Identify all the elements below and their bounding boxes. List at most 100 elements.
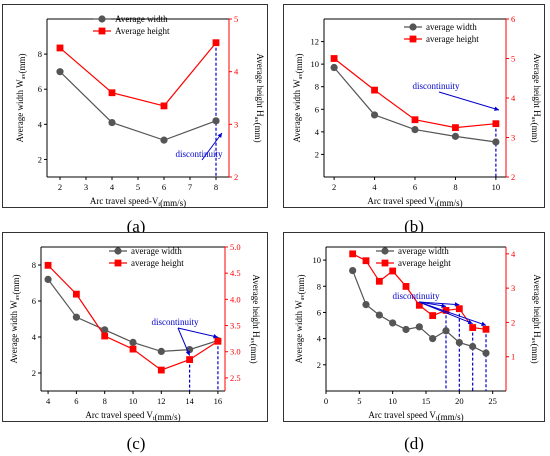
chart-panel-b: 2 4 6 8 10 2 4 6 8 10 12 2 3 4 5 6 Arc travel speed Vt(m… [283, 4, 545, 208]
y-right-tick-label: 5.0 [230, 242, 241, 252]
width-point [492, 138, 500, 146]
y-left-tick-label: 2 [315, 149, 319, 159]
discontinuity-arrow [438, 91, 500, 111]
discontinuity-arrow [418, 301, 487, 326]
width-point [370, 111, 379, 119]
y-left-axis-label: Average width Wav(mm) [292, 53, 304, 142]
chart-svg-c: 4 6 8 10 12 14 16 2 4 6 8 2.5 3.0 3.5 4.0 4.5 5.0 Arc tra… [9, 242, 261, 422]
y-left-tick-label: 8 [38, 49, 42, 59]
y-right-tick-label: 3 [511, 283, 515, 293]
discontinuity-arrowhead [185, 350, 190, 356]
legend-marker-circle [381, 247, 389, 255]
width-point [362, 301, 370, 309]
legend-label: average height [426, 34, 479, 44]
height-point [375, 277, 383, 285]
width-point [402, 325, 410, 334]
x-tick-label: 6 [74, 396, 78, 406]
y-right-tick-label: 6 [511, 14, 515, 24]
width-point [469, 342, 477, 351]
height-point [411, 116, 419, 124]
discontinuity-arrow [177, 327, 219, 338]
discontinuity-arrowhead [481, 321, 486, 326]
y-left-axis-label: Average width Wav(mm) [15, 53, 27, 142]
width-point [160, 136, 168, 144]
height-point [186, 356, 194, 363]
x-tick-label: 6 [162, 182, 166, 192]
y-left-tick-label: 10 [313, 255, 322, 265]
y-left-tick-label: 6 [317, 307, 321, 317]
height-point [429, 312, 437, 319]
width-point [389, 319, 397, 327]
x-tick-label: 5 [357, 396, 361, 406]
chart-svg-a: 2 3 4 5 6 7 8 2 4 6 8 2 3 4 5 Arc travel speed-Vt(mm/s)… [15, 14, 265, 208]
x-axis-label: Arc travel speed Vt(mm/s) [85, 410, 180, 422]
legend-marker-square [381, 259, 389, 267]
height-point [482, 325, 490, 333]
discontinuity-label: discontinuity [393, 291, 440, 301]
discontinuity-arrowhead [213, 334, 218, 339]
legend-marker-circle [409, 23, 417, 31]
height-point [415, 301, 423, 309]
panel-label-a: (a) [126, 217, 146, 236]
y-right-tick-label: 2.5 [230, 373, 241, 383]
width-series-line [59, 71, 217, 141]
width-point [375, 311, 383, 319]
y-left-tick-label: 6 [315, 104, 319, 114]
y-right-tick-label: 3.5 [230, 321, 241, 331]
y-right-tick-label: 4 [511, 249, 516, 259]
height-point [402, 283, 410, 290]
x-tick-label: 7 [188, 182, 192, 192]
x-tick-label: 12 [157, 396, 166, 406]
chart-panel-d: 0 5 10 15 20 25 2 4 6 8 10 1 2 3 4 Arc travel speed Vt(… [283, 232, 545, 422]
discontinuity-arrow [201, 132, 223, 161]
y-left-tick-label: 2 [38, 154, 42, 164]
legend-marker-circle [114, 247, 122, 255]
width-point [411, 126, 419, 134]
y-right-tick-label: 4 [234, 67, 239, 77]
chart-svg-b: 2 4 6 8 10 2 4 6 8 10 12 2 3 4 5 6 Arc travel speed Vt(m… [292, 14, 542, 208]
legend-label: average height [131, 258, 184, 268]
height-series-line [59, 42, 217, 107]
height-point [371, 86, 378, 94]
width-point [451, 132, 460, 140]
y-right-tick-label: 4.5 [230, 268, 241, 278]
x-tick-label: 4 [110, 182, 115, 192]
y-left-tick-label: 2 [32, 368, 36, 378]
y-left-axis-label: Average width Wav(mm) [294, 274, 306, 363]
legend-label: average width [426, 22, 477, 32]
width-point [330, 63, 338, 72]
y-right-axis-label: Average height Hav(mm) [530, 53, 542, 142]
x-tick-label: 5 [136, 182, 140, 192]
height-point [349, 250, 357, 258]
height-point [101, 332, 109, 340]
x-axis-label: Arc travel speed Vt(mm/s) [368, 410, 463, 422]
x-tick-label: 10 [388, 396, 397, 406]
width-series-line [352, 270, 487, 354]
x-tick-label: 2 [58, 182, 62, 192]
x-tick-label: 10 [492, 182, 501, 192]
y-left-tick-label: 4 [38, 119, 43, 129]
legend-label: average width [131, 246, 182, 256]
y-right-tick-label: 4 [511, 93, 516, 103]
y-right-tick-label: 1 [511, 352, 515, 362]
height-point [56, 44, 64, 52]
height-point [455, 305, 463, 313]
discontinuity-label: discontinuity [176, 149, 223, 159]
height-point [212, 39, 220, 47]
y-right-axis-label: Average height Hav(mm) [530, 274, 542, 363]
width-point [72, 313, 80, 321]
x-tick-label: 8 [453, 182, 457, 192]
height-point [108, 89, 116, 97]
legend-marker-square [409, 35, 417, 43]
legend-marker-square [98, 27, 106, 35]
x-axis-label: Arc travel speed Vt(mm/s) [367, 196, 462, 208]
legend-label: average height [398, 258, 451, 268]
panel-label-c: (c) [126, 434, 146, 453]
height-point [389, 267, 397, 275]
y-left-tick-label: 4 [315, 127, 320, 137]
height-point [129, 345, 137, 353]
width-point [157, 347, 165, 355]
x-tick-label: 20 [455, 396, 464, 406]
x-tick-label: 4 [372, 182, 377, 192]
